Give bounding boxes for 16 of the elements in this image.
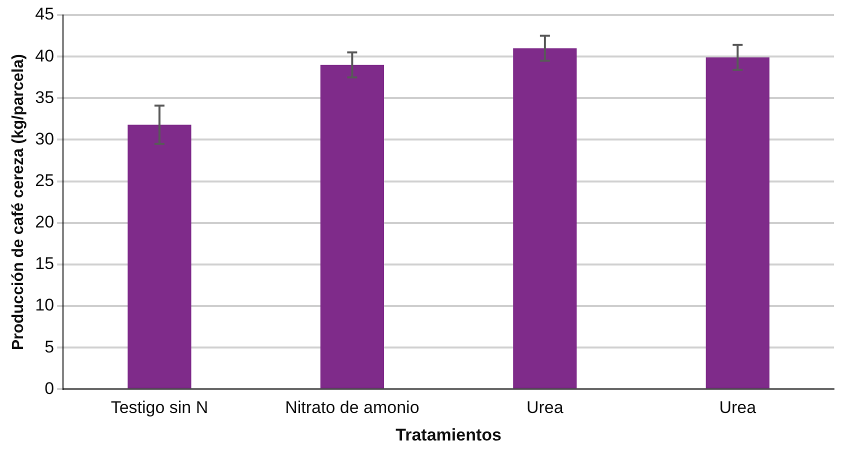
y-tick-label: 30 [35, 129, 54, 148]
y-tick-label: 10 [35, 296, 54, 315]
x-axis-title: Tratamientos [396, 425, 502, 444]
x-tick-label: Testigo sin N [110, 398, 208, 418]
x-tick-label: Urea [719, 398, 757, 418]
y-tick-label: 40 [35, 46, 54, 66]
y-tick-label: 45 [35, 4, 54, 24]
y-tick-label: 5 [44, 337, 54, 356]
y-tick-label: 25 [35, 171, 54, 190]
x-tick-label: Nitrato de amonio [285, 398, 420, 418]
y-tick-label: 0 [44, 378, 54, 398]
y-tick-label: 35 [35, 88, 54, 107]
y-tick-label: 15 [35, 254, 54, 274]
y-tick-label: 20 [35, 212, 54, 232]
x-tick-label: Urea [526, 398, 564, 418]
y-axis-title: Producción de café cereza (kg/parcela) [10, 54, 28, 350]
